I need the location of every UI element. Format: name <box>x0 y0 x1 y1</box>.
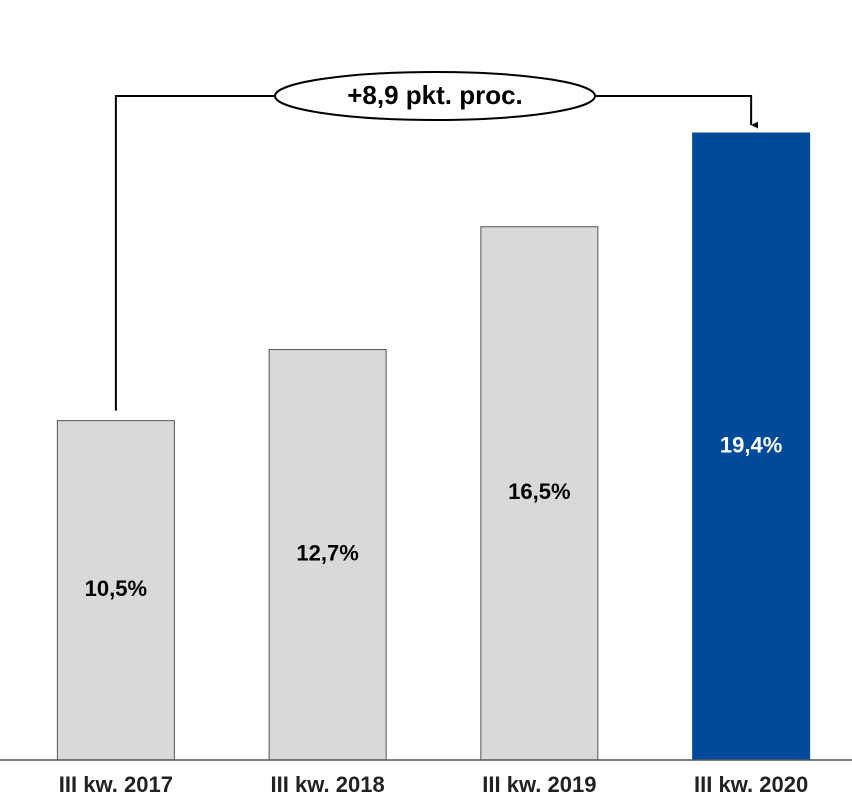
annotation: +8,9 pkt. proc. <box>347 80 523 110</box>
bar <box>692 132 811 761</box>
x-tick-label: III kw. 2020 <box>694 772 808 797</box>
x-tick-label: III kw. 2018 <box>271 772 385 797</box>
connector-arrow <box>595 95 759 129</box>
bar <box>56 420 175 761</box>
value-label: 16,5% <box>508 479 570 504</box>
x-tick-label: III kw. 2017 <box>59 772 173 797</box>
value-label: 10,5% <box>85 576 147 601</box>
bar <box>268 349 387 761</box>
value-label: 19,4% <box>720 432 782 457</box>
x-tick-label: III kw. 2019 <box>482 772 596 797</box>
connector <box>114 95 275 411</box>
annotation-bubble <box>274 71 596 121</box>
value-label: 12,7% <box>296 541 358 566</box>
bar <box>480 226 599 761</box>
